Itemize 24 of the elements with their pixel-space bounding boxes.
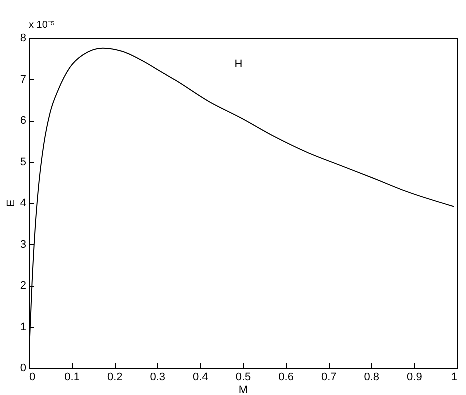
x-tick-label: 0.6 bbox=[278, 372, 294, 384]
y-tick-label: 8 bbox=[20, 32, 26, 44]
y-tick-label: 6 bbox=[20, 115, 26, 127]
x-tick-label: 0 bbox=[30, 372, 36, 384]
x-tick-label: 1 bbox=[451, 372, 458, 384]
y-tick-label: 4 bbox=[20, 198, 26, 210]
x-tick-label: 0.5 bbox=[236, 372, 252, 384]
annotation: H bbox=[234, 58, 243, 70]
y-tick-label: 1 bbox=[20, 321, 26, 334]
x-tick-label: 0.9 bbox=[407, 372, 422, 384]
x-tick-label: 0.8 bbox=[364, 372, 380, 384]
text: x 10⁻⁵ bbox=[29, 20, 56, 31]
y-tick-label: 2 bbox=[20, 280, 26, 292]
x-tick-label: 0.7 bbox=[321, 372, 337, 384]
y-axis-title: E bbox=[5, 200, 18, 208]
x-tick-label: 0.1 bbox=[64, 372, 80, 384]
y-tick-label: 5 bbox=[20, 156, 26, 168]
x-tick-label: 0.3 bbox=[150, 372, 166, 384]
x-tick-label: 0.2 bbox=[107, 372, 123, 384]
y-tick-label: 0 bbox=[20, 362, 26, 374]
y-tick-label: 7 bbox=[20, 74, 26, 86]
x-tick-label: 0.4 bbox=[193, 372, 208, 384]
x-axis-title: M bbox=[238, 384, 248, 395]
y-tick-label: 3 bbox=[20, 238, 26, 251]
